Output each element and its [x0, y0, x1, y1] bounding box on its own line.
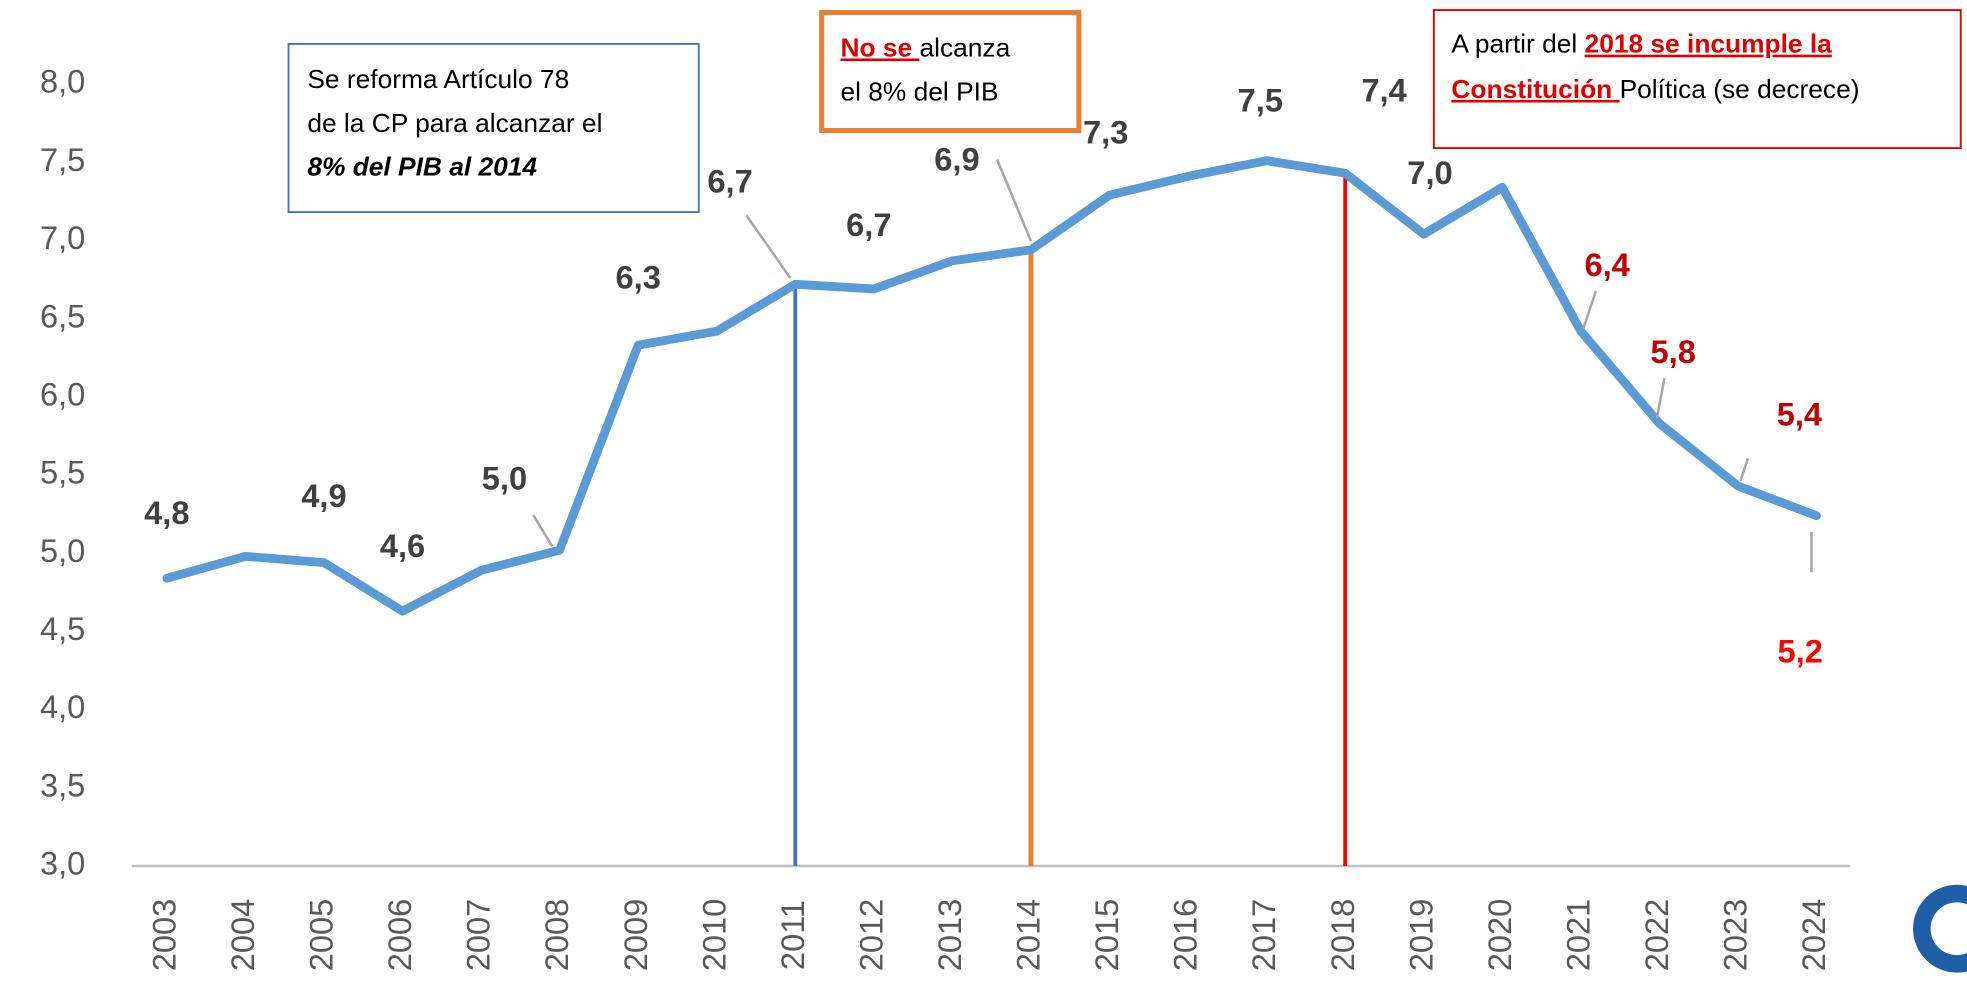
x-tick-label: 2005 [303, 899, 340, 972]
x-tick-label: 2022 [1638, 899, 1675, 972]
annotation: de la CP para alcanzar el [307, 108, 602, 138]
x-tick-label: 2004 [224, 899, 261, 972]
annotation: Constitución Política (se decrece) [1451, 74, 1859, 104]
plot: 3,0 3,5 4,0 4,5 5,0 5,5 6,0 6,5 7,0 7,5 8,0 2003 200… [40, 63, 1851, 972]
y-tick-label: 6,0 [40, 375, 85, 412]
data-label: 4,8 [144, 494, 189, 531]
annotation: A partir del 2018 se incumple la [1451, 29, 1832, 59]
x-tick-label: 2003 [145, 899, 182, 972]
data-label: 5,2 [1778, 632, 1823, 669]
x-tick-label: 2017 [1245, 899, 1282, 972]
x-tick-label: 2024 [1795, 899, 1832, 972]
leader-line [532, 514, 554, 547]
x-tick-label: 2019 [1402, 899, 1439, 972]
x-tick-label: 2016 [1167, 899, 1204, 972]
annotation: el 8% del PIB [840, 76, 998, 106]
leader-line [1582, 290, 1598, 330]
annotation: Se reforma Artículo 78 [307, 64, 569, 94]
data-label: 7,4 [1361, 72, 1406, 109]
y-tick-label: 4,5 [40, 610, 85, 647]
leader-line [995, 159, 1033, 242]
logo [1913, 884, 1967, 973]
y-tick-label: 5,5 [40, 454, 85, 491]
x-tick-label: 2011 [774, 900, 811, 970]
y-tick-label: 7,0 [40, 219, 85, 256]
data-label: 4,6 [380, 527, 425, 564]
annotation: No se alcanza [840, 32, 1010, 62]
annotation-part: alcanza [919, 32, 1010, 62]
x-tick-label: 2014 [1010, 899, 1047, 972]
x-tick-label: 2010 [695, 899, 732, 972]
x-tick-label: 2020 [1481, 899, 1518, 972]
line [162, 156, 1821, 616]
annotation-part: 2018 se incumple la [1585, 29, 1833, 59]
data-label: 7,0 [1407, 154, 1452, 191]
x-tick-label: 2012 [852, 899, 889, 972]
data-label: 6,4 [1585, 246, 1630, 283]
annotation-box [1432, 9, 1962, 150]
data-label: 7,5 [1238, 82, 1283, 119]
annotation-part: No se [840, 32, 919, 62]
annotation-box [287, 42, 700, 214]
annotation-part: Política (se decrece) [1620, 74, 1860, 104]
leader-line [1655, 378, 1666, 419]
data-label: 5,0 [482, 460, 527, 497]
data-label: 6,7 [707, 162, 752, 199]
y-tick-label: 8,0 [40, 63, 85, 100]
y-tick-label: 3,5 [40, 766, 85, 803]
data-label: 4,9 [301, 477, 346, 514]
x-tick-label: 2007 [460, 899, 497, 972]
annotation-part: A partir del [1451, 29, 1584, 59]
data-label: 5,8 [1651, 333, 1696, 370]
data-label: 7,3 [1083, 113, 1128, 150]
leader-line [745, 214, 792, 279]
x-tick-label: 2008 [538, 899, 575, 972]
y-tick-label: 7,5 [40, 141, 85, 178]
annotation-part: Constitución [1451, 74, 1619, 104]
y-tick-label: 3,0 [40, 845, 85, 882]
annotation-box [819, 10, 1082, 134]
data-label: 6,7 [846, 206, 891, 243]
data-label: 5,4 [1777, 396, 1822, 433]
x-tick-label: 2013 [931, 899, 968, 972]
x-tick-label: 2018 [1324, 899, 1361, 972]
leader-line [1739, 457, 1750, 482]
y-tick-label: 5,0 [40, 532, 85, 569]
y-tick-label: 6,5 [40, 297, 85, 334]
data-label: 6,3 [616, 259, 661, 296]
annotation: 8% del PIB al 2014 [307, 152, 537, 182]
x-tick-label: 2006 [381, 899, 418, 972]
x-tick-label: 2021 [1559, 899, 1596, 972]
data-label: 6,9 [934, 141, 979, 178]
x-tick-label: 2015 [1088, 899, 1125, 972]
y-tick-label: 4,0 [40, 688, 85, 725]
x-tick-label: 2023 [1717, 899, 1754, 972]
x-tick-label: 2009 [617, 899, 654, 972]
